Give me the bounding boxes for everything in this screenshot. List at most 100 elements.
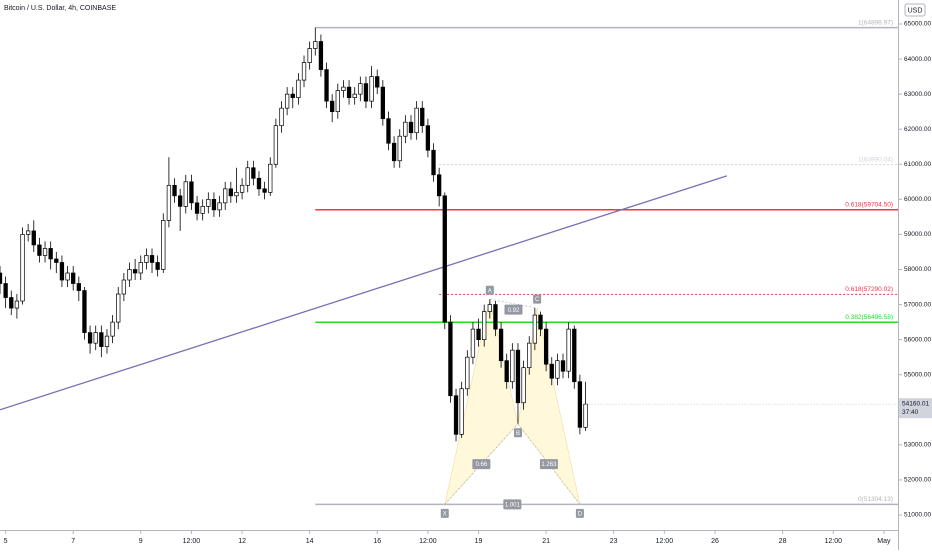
pattern-point-box xyxy=(513,428,522,438)
candle-body xyxy=(251,167,256,179)
currency-box[interactable] xyxy=(904,3,926,17)
candle-body xyxy=(498,328,504,362)
candle-body xyxy=(358,83,363,95)
pattern-point-label: X xyxy=(443,511,447,517)
currency: USD xyxy=(908,7,923,14)
y-tick-label: 52000.00 xyxy=(904,477,931,484)
candle-body xyxy=(87,332,93,344)
y-tick-label: 65000.00 xyxy=(904,21,931,28)
candle-body xyxy=(37,244,42,256)
x-tick-label: 16 xyxy=(373,538,381,545)
x-tick-label: 12:00 xyxy=(183,538,201,545)
candle-body xyxy=(239,184,245,193)
candle-body xyxy=(211,198,217,211)
pattern-point-box xyxy=(485,285,494,295)
candle-body xyxy=(127,269,132,281)
candle-body xyxy=(296,79,301,98)
candle-body xyxy=(386,118,391,144)
y-tick-label: 59000.00 xyxy=(904,231,931,238)
candle-body xyxy=(290,93,295,98)
candle-body xyxy=(403,121,408,137)
x-tick-label: 23 xyxy=(610,538,618,545)
y-tick-label: 58000.00 xyxy=(904,266,931,273)
candle-body xyxy=(217,202,222,211)
candle-body xyxy=(504,360,509,383)
pattern-point-box xyxy=(533,294,542,304)
candle-body xyxy=(369,76,374,102)
candle-body xyxy=(459,388,464,435)
candle-body xyxy=(155,262,160,270)
x-tick-label: 12:00 xyxy=(824,538,842,545)
candle-body xyxy=(48,248,53,260)
candle-body xyxy=(200,206,205,214)
y-tick-label: 64000.00 xyxy=(904,56,931,63)
candle-body xyxy=(515,349,521,404)
candle-body xyxy=(420,107,425,127)
candle-body xyxy=(346,86,352,98)
x-tick-label: May xyxy=(877,538,891,545)
candle-body xyxy=(3,283,8,298)
candle-body xyxy=(527,342,532,369)
candle-body xyxy=(149,255,155,263)
candle-body xyxy=(482,311,487,340)
candle-body xyxy=(54,258,59,263)
pattern-point-label: B xyxy=(516,431,520,437)
candle-body xyxy=(99,332,104,347)
ratio-box xyxy=(472,459,491,470)
candle-body xyxy=(166,184,172,221)
candle-body xyxy=(234,191,239,197)
candle-body xyxy=(465,356,470,390)
y-tick-label: 61000.00 xyxy=(904,161,931,168)
candle-body xyxy=(577,381,583,428)
y-tick-label: 57000.00 xyxy=(904,301,931,308)
candle-body xyxy=(414,107,419,134)
candle-body xyxy=(42,248,48,256)
candle-body xyxy=(493,304,498,330)
candle-body xyxy=(110,321,115,337)
y-tick-label: 63000.00 xyxy=(904,91,931,98)
candle-body xyxy=(144,255,149,263)
candle-body xyxy=(279,107,284,127)
pattern-point-label: C xyxy=(535,297,540,303)
trend-line xyxy=(0,175,728,411)
candle-body xyxy=(521,367,526,404)
fib-label: 0.618(57290.02) xyxy=(845,286,893,293)
fib-label: 1(60990.04) xyxy=(858,156,893,163)
candle-body xyxy=(453,395,459,435)
candle-body xyxy=(245,167,250,186)
ratio-box xyxy=(503,499,522,510)
candle-body xyxy=(408,121,414,134)
candle-body xyxy=(223,188,228,204)
candle-body xyxy=(59,262,65,281)
y-tick-label: 62000.00 xyxy=(904,126,931,133)
candle-body xyxy=(555,360,560,379)
candle-body xyxy=(76,283,81,291)
x-tick-label: 21 xyxy=(542,538,550,545)
candle-body xyxy=(256,177,262,190)
x-tick-label: 7 xyxy=(71,538,75,545)
pattern-leg xyxy=(489,298,538,309)
candle-body xyxy=(476,328,481,340)
bar-timer: 37:40 xyxy=(902,409,919,416)
candle-body xyxy=(330,100,335,113)
candle-body xyxy=(307,48,312,63)
y-tick-label: 60000.00 xyxy=(904,196,931,203)
candle-body xyxy=(487,304,492,312)
candle-body xyxy=(20,234,25,302)
x-tick-label: 26 xyxy=(711,538,719,545)
candle-body xyxy=(268,163,273,193)
candle-body xyxy=(341,86,346,91)
candle-body xyxy=(532,314,538,344)
x-tick-label: 14 xyxy=(306,538,314,545)
candle-body xyxy=(121,279,127,295)
candle-body xyxy=(172,184,177,197)
pattern-point-label: A xyxy=(488,288,492,294)
ratio-label: 0.66 xyxy=(476,462,488,468)
ratio-label: 1.263 xyxy=(541,462,557,468)
last-price-box xyxy=(899,398,932,419)
candle-body xyxy=(363,83,369,102)
candle-body xyxy=(138,262,143,274)
candle-body xyxy=(273,125,279,165)
candle-body xyxy=(572,328,577,383)
candle-body xyxy=(538,314,543,330)
